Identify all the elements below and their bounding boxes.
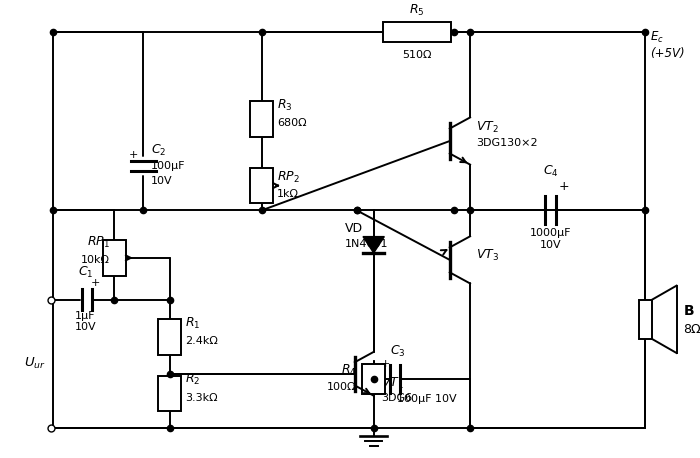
Text: $R_2$: $R_2$ (185, 372, 200, 387)
Text: $C_2$: $C_2$ (151, 143, 167, 158)
Text: 2.4kΩ: 2.4kΩ (185, 336, 218, 346)
Bar (103, 240, 126, 276)
Text: 1μF: 1μF (75, 311, 95, 322)
Text: $R_5$: $R_5$ (409, 3, 424, 18)
Text: 10kΩ: 10kΩ (80, 255, 109, 265)
Text: 1kΩ: 1kΩ (277, 189, 299, 198)
Text: 10V: 10V (151, 175, 173, 185)
Text: $RP_1$: $RP_1$ (87, 234, 109, 250)
Text: $C_1$: $C_1$ (78, 265, 93, 280)
Text: B: B (683, 305, 694, 318)
Text: $VT_1$: $VT_1$ (382, 376, 405, 391)
Bar (250, 101, 273, 137)
Text: +: + (91, 278, 101, 288)
Text: $E_c$
(+5V): $E_c$ (+5V) (650, 30, 685, 60)
Bar (383, 22, 451, 42)
Text: +: + (559, 180, 569, 192)
Text: 3DG130×2: 3DG130×2 (476, 138, 538, 148)
Text: VD: VD (344, 222, 363, 234)
Text: $RP_2$: $RP_2$ (277, 170, 300, 185)
Text: 100Ω: 100Ω (327, 382, 356, 392)
Text: $R_3$: $R_3$ (277, 98, 293, 113)
Bar (158, 319, 181, 355)
Bar (158, 376, 181, 411)
Text: $U_{ur}$: $U_{ur}$ (24, 356, 46, 371)
Text: 1000μF: 1000μF (530, 228, 571, 238)
Bar (250, 168, 273, 203)
Bar (362, 364, 385, 393)
Text: 10V: 10V (540, 240, 561, 250)
Text: 100μF 10V: 100μF 10V (397, 393, 456, 403)
Text: +: + (381, 359, 390, 369)
Text: 3DG6: 3DG6 (382, 393, 412, 403)
Text: +: + (130, 150, 139, 160)
Text: 100μF: 100μF (151, 161, 186, 171)
Text: $VT_2$: $VT_2$ (476, 120, 498, 135)
Text: $R_4$: $R_4$ (340, 363, 356, 378)
Text: $C_4$: $C_4$ (542, 164, 559, 179)
Polygon shape (363, 237, 384, 253)
Text: $R_1$: $R_1$ (185, 316, 201, 331)
Text: $VT_3$: $VT_3$ (476, 248, 499, 263)
Text: $C_3$: $C_3$ (390, 344, 406, 359)
Text: 8Ω: 8Ω (683, 323, 700, 336)
Text: 3.3kΩ: 3.3kΩ (185, 393, 218, 403)
Bar (639, 300, 652, 339)
Text: 510Ω: 510Ω (402, 50, 431, 60)
Text: 680Ω: 680Ω (277, 118, 307, 128)
Text: 10V: 10V (74, 322, 96, 333)
Text: 1N4001: 1N4001 (344, 239, 388, 249)
